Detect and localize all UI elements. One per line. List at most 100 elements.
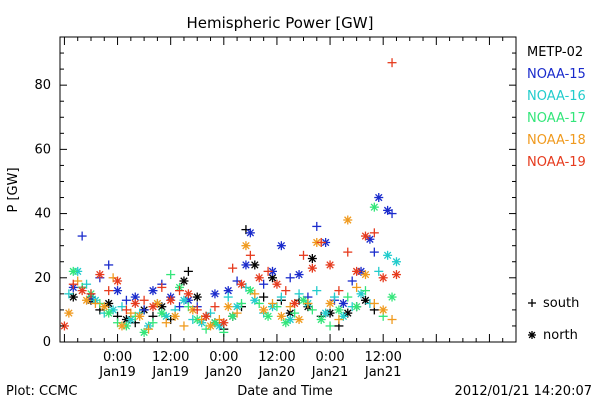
data-point xyxy=(325,260,335,270)
data-point xyxy=(219,318,229,328)
y-axis-label: P [GW] xyxy=(6,167,21,212)
data-point xyxy=(321,308,331,318)
data-point xyxy=(223,286,233,296)
data-point xyxy=(245,228,255,238)
data-point xyxy=(312,286,322,296)
data-point xyxy=(148,302,158,312)
data-point xyxy=(325,321,335,331)
data-point xyxy=(237,298,247,308)
data-point xyxy=(391,257,401,267)
data-point xyxy=(170,311,180,321)
data-point xyxy=(281,286,291,296)
data-point xyxy=(228,263,238,273)
data-point xyxy=(64,308,74,318)
data-point xyxy=(329,292,339,302)
data-point xyxy=(356,289,366,299)
data-point xyxy=(259,292,269,302)
legend-entry-noaa-16: NOAA-16 xyxy=(527,89,586,104)
y-tick-label: 40 xyxy=(34,207,51,222)
data-point xyxy=(77,286,87,296)
data-point xyxy=(334,315,344,325)
x-tick-date-label: Jan19 xyxy=(151,365,189,380)
x-tick-time-label: 0:00 xyxy=(315,350,344,365)
data-point xyxy=(192,305,202,315)
data-point xyxy=(210,289,220,299)
data-point xyxy=(334,305,344,315)
data-point xyxy=(352,282,362,292)
data-point xyxy=(228,311,238,321)
data-point xyxy=(223,292,233,302)
legend-entry-noaa-19: NOAA-19 xyxy=(527,155,586,170)
data-point xyxy=(276,311,286,321)
data-point xyxy=(259,305,269,315)
data-point xyxy=(86,289,96,299)
y-tick-label: 0 xyxy=(43,335,51,350)
series-noaa-19 xyxy=(59,58,401,331)
data-point xyxy=(343,292,353,302)
data-point xyxy=(121,295,131,305)
data-point xyxy=(268,298,278,308)
series-noaa-17 xyxy=(68,202,397,337)
x-tick-time-label: 12:00 xyxy=(258,350,295,365)
data-point xyxy=(387,209,397,219)
data-point xyxy=(338,298,348,308)
data-point xyxy=(294,315,304,325)
data-point xyxy=(352,266,362,276)
x-tick-date-label: Jan21 xyxy=(364,365,402,380)
data-point xyxy=(206,321,216,331)
data-point xyxy=(237,279,247,289)
data-point xyxy=(290,298,300,308)
data-point xyxy=(307,305,317,315)
data-point xyxy=(64,289,74,299)
data-point xyxy=(276,292,286,302)
data-point xyxy=(369,202,379,212)
data-point xyxy=(272,279,282,289)
footer-left: Plot: CCMC xyxy=(6,384,77,399)
data-point xyxy=(148,318,158,328)
data-point xyxy=(104,308,114,318)
marker-legend-symbol-north xyxy=(528,331,536,339)
data-point xyxy=(135,311,145,321)
x-tick-time-label: 0:00 xyxy=(103,350,132,365)
legend-entry-noaa-15: NOAA-15 xyxy=(527,67,586,82)
data-point xyxy=(139,295,149,305)
data-point xyxy=(179,295,189,305)
legend-entry-metp-02: METP-02 xyxy=(527,45,583,60)
marker-legend-label-south: south xyxy=(543,296,579,311)
footer-timestamp: 2012/01/21 14:20:07 xyxy=(455,384,592,399)
data-point xyxy=(263,266,273,276)
marker-legend-label-north: north xyxy=(543,328,578,343)
data-point xyxy=(179,321,189,331)
data-point xyxy=(166,270,176,280)
data-point xyxy=(157,282,167,292)
data-point xyxy=(113,276,123,286)
data-point xyxy=(347,276,357,286)
data-point xyxy=(117,321,127,331)
data-point xyxy=(161,318,171,328)
data-point xyxy=(334,286,344,296)
data-point xyxy=(303,298,313,308)
data-point xyxy=(369,247,379,257)
data-point xyxy=(360,270,370,280)
data-point xyxy=(183,289,193,299)
x-tick-time-label: 12:00 xyxy=(364,350,401,365)
data-point xyxy=(113,286,123,296)
data-point xyxy=(298,250,308,260)
marker-legend: south north xyxy=(528,296,579,343)
data-point xyxy=(285,273,295,283)
data-point xyxy=(294,270,304,280)
data-point xyxy=(378,273,388,283)
data-point xyxy=(157,308,167,318)
data-point xyxy=(121,305,131,315)
x-tick-date-label: Jan20 xyxy=(205,365,243,380)
data-point xyxy=(210,302,220,312)
data-point xyxy=(307,254,317,264)
plot-area xyxy=(59,36,517,343)
data-point xyxy=(254,298,264,308)
data-point xyxy=(245,250,255,260)
series-legend: METP-02 NOAA-15 NOAA-16 NOAA-17 NOAA-18 NOAA-… xyxy=(527,45,586,170)
data-point xyxy=(369,298,379,308)
data-point xyxy=(254,273,264,283)
x-tick-date-label: Jan20 xyxy=(258,365,296,380)
data-point xyxy=(360,286,370,296)
